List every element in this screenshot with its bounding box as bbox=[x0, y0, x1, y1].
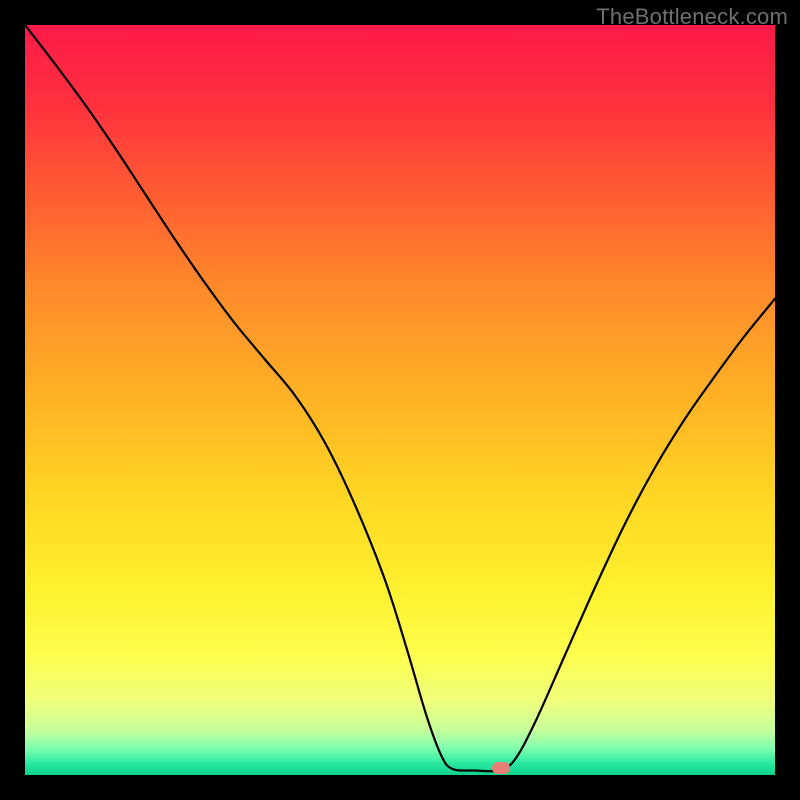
gradient-background bbox=[25, 25, 775, 775]
chart-svg bbox=[25, 25, 775, 775]
chart-frame: TheBottleneck.com bbox=[0, 0, 800, 800]
plot-area bbox=[25, 25, 775, 775]
watermark-text: TheBottleneck.com bbox=[596, 4, 788, 30]
optimum-marker bbox=[492, 762, 510, 774]
